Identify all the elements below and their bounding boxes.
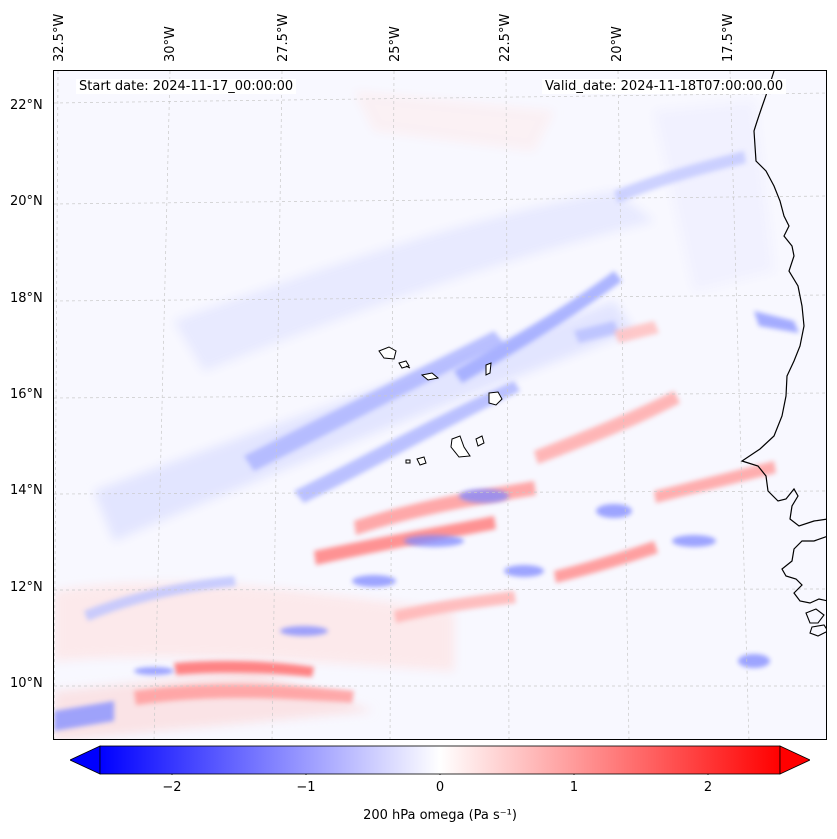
lon-label-30w: 30°W bbox=[163, 26, 178, 62]
colorbar-tick-1: 1 bbox=[569, 780, 579, 795]
lat-label-20n: 20°N bbox=[10, 194, 43, 209]
lon-label-17-5w: 17.5°W bbox=[721, 13, 736, 62]
coastline-bijagos bbox=[805, 608, 826, 637]
island-santo-antao bbox=[378, 346, 397, 360]
gridlines bbox=[54, 71, 826, 739]
colorbar-extend-high bbox=[779, 745, 811, 775]
start-date-label: Start date: 2024-11-17_00:00:00 bbox=[76, 79, 297, 94]
colorbar-svg bbox=[69, 745, 811, 778]
island-sao-nicolau bbox=[420, 372, 440, 381]
lat-label-18n: 18°N bbox=[10, 291, 43, 306]
map-panel[interactable] bbox=[53, 70, 827, 740]
colorbar-tick-neg1: −1 bbox=[296, 780, 316, 795]
lat-label-12n: 12°N bbox=[10, 580, 43, 595]
island-brava bbox=[405, 459, 411, 464]
colorbar-gradient bbox=[99, 745, 781, 775]
field-blue-streaks bbox=[54, 151, 799, 731]
coastline-africa bbox=[740, 71, 826, 527]
colorbar-tick-neg2: −2 bbox=[162, 780, 182, 795]
lat-label-16n: 16°N bbox=[10, 387, 43, 402]
lon-label-25w: 25°W bbox=[388, 26, 403, 62]
valid-date-label: Valid_date: 2024-11-18T07:00:00.00 bbox=[542, 79, 787, 94]
field-blue-cells bbox=[134, 489, 770, 675]
island-maio bbox=[475, 435, 485, 447]
colorbar-extend-low bbox=[69, 745, 101, 775]
lon-label-27-5w: 27.5°W bbox=[276, 13, 291, 62]
coastline-africa-south bbox=[781, 536, 826, 604]
lon-label-20w: 20°W bbox=[610, 26, 625, 62]
lon-label-32-5w: 32.5°W bbox=[52, 13, 67, 62]
island-sal bbox=[485, 362, 492, 376]
colorbar-title: 200 hPa omega (Pa s⁻¹) bbox=[363, 808, 517, 823]
colorbar-tick-2: 2 bbox=[703, 780, 713, 795]
lat-label-10n: 10°N bbox=[10, 676, 43, 691]
omega-field-map bbox=[54, 71, 826, 739]
colorbar bbox=[69, 745, 811, 778]
island-boa-vista bbox=[488, 391, 503, 406]
island-santiago bbox=[450, 435, 471, 458]
lat-label-22n: 22°N bbox=[10, 98, 43, 113]
lon-label-22-5w: 22.5°W bbox=[498, 13, 513, 62]
cape-verde-islands bbox=[378, 346, 503, 466]
lat-label-14n: 14°N bbox=[10, 483, 43, 498]
colorbar-tick-0: 0 bbox=[435, 780, 445, 795]
island-fogo bbox=[416, 456, 427, 466]
